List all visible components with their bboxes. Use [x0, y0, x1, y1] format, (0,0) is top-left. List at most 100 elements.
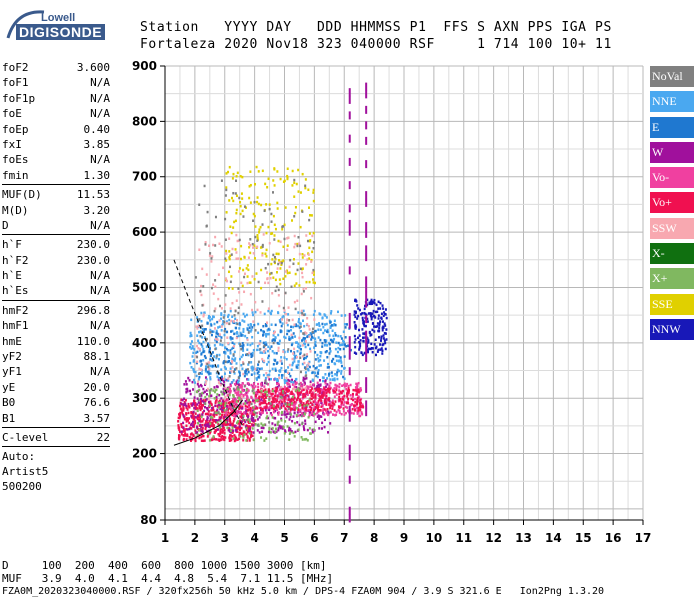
- echo-point: [226, 336, 229, 339]
- echo-point: [213, 327, 216, 330]
- echo-point: [210, 409, 213, 412]
- echo-point: [242, 349, 245, 352]
- echo-point: [192, 359, 195, 362]
- echo-point: [178, 437, 181, 441]
- echo-point: [276, 267, 279, 270]
- echo-point: [205, 423, 208, 426]
- echo-point: [186, 428, 189, 431]
- echo-point: [354, 345, 357, 349]
- x-tick-label: 10: [426, 531, 443, 545]
- echo-point: [375, 345, 378, 349]
- echo-point: [214, 364, 217, 368]
- echo-point: [209, 364, 212, 368]
- echo-point: [314, 358, 317, 361]
- echo-point: [265, 248, 268, 252]
- echo-point: [257, 331, 260, 335]
- echo-point: [217, 432, 220, 436]
- echo-point: [312, 414, 315, 417]
- echo-point: [297, 363, 300, 367]
- echo-point: [229, 371, 232, 374]
- echo-point: [289, 398, 292, 402]
- echo-point: [214, 337, 217, 341]
- echo-point: [356, 398, 359, 402]
- echo-point: [304, 391, 307, 395]
- echo-point: [280, 374, 283, 377]
- echo-point: [310, 214, 313, 217]
- echo-point: [219, 432, 222, 435]
- echo-point: [200, 406, 203, 410]
- vertical-echo-segment: [348, 157, 351, 166]
- echo-point: [177, 426, 180, 429]
- echo-point: [312, 383, 315, 386]
- echo-point: [246, 328, 249, 331]
- echo-point: [302, 287, 305, 291]
- echo-point: [314, 329, 317, 333]
- echo-point: [244, 420, 247, 424]
- echo-point: [214, 215, 217, 219]
- echo-point: [224, 277, 227, 280]
- echo-point: [218, 434, 221, 438]
- echo-point: [248, 196, 251, 200]
- echo-point: [238, 434, 241, 437]
- echo-point: [204, 399, 207, 403]
- echo-point: [212, 435, 215, 438]
- echo-point: [196, 397, 199, 400]
- echo-point: [345, 345, 348, 348]
- echo-point: [244, 370, 247, 373]
- echo-point: [274, 289, 277, 293]
- vertical-echo-segment: [348, 444, 351, 453]
- echo-point: [252, 246, 255, 249]
- echo-point: [199, 408, 202, 412]
- echo-point: [201, 399, 204, 403]
- echo-point: [198, 388, 201, 392]
- echo-point: [238, 394, 241, 397]
- echo-point: [195, 351, 198, 354]
- echo-point: [304, 395, 307, 398]
- echo-point: [359, 401, 362, 405]
- echo-point: [218, 377, 221, 380]
- echo-point: [251, 368, 254, 372]
- echo-point: [306, 354, 309, 358]
- echo-point: [245, 439, 248, 442]
- echo-point: [312, 336, 315, 340]
- echo-point: [207, 342, 210, 345]
- echo-point: [204, 422, 207, 425]
- echo-point: [351, 398, 354, 402]
- echo-point: [295, 381, 298, 385]
- echo-point: [230, 330, 233, 333]
- echo-point: [251, 434, 254, 438]
- echo-point: [239, 175, 242, 178]
- echo-point: [197, 389, 200, 393]
- echo-point: [264, 322, 267, 326]
- y-tick-label: 800: [132, 114, 157, 128]
- header-values: Fortaleza 2020 Nov18 323 040000 RSF 1 71…: [140, 37, 612, 52]
- echo-point: [272, 407, 275, 411]
- echo-point: [267, 225, 270, 229]
- echo-point: [259, 347, 262, 351]
- echo-point: [277, 413, 280, 416]
- echo-point: [267, 281, 270, 285]
- echo-point: [272, 397, 275, 400]
- echo-point: [333, 337, 336, 341]
- echo-point: [293, 234, 296, 238]
- echo-point: [356, 406, 359, 410]
- param-label: B1: [2, 411, 16, 425]
- echo-point: [264, 348, 267, 351]
- echo-point: [206, 412, 209, 416]
- echo-point: [290, 285, 293, 289]
- echo-point: [271, 367, 274, 371]
- echo-point: [277, 428, 280, 432]
- echo-point: [326, 413, 329, 417]
- echo-point: [199, 371, 202, 375]
- echo-point: [252, 252, 255, 255]
- echo-point: [240, 363, 243, 367]
- echo-point: [355, 382, 358, 386]
- echo-point: [288, 406, 291, 409]
- echo-point: [251, 386, 254, 389]
- echo-point: [206, 387, 209, 391]
- echo-point: [201, 391, 204, 395]
- param-row: B1 3.57: [2, 411, 110, 426]
- echo-point: [182, 426, 185, 429]
- echo-point: [238, 327, 241, 330]
- echo-point: [283, 429, 286, 432]
